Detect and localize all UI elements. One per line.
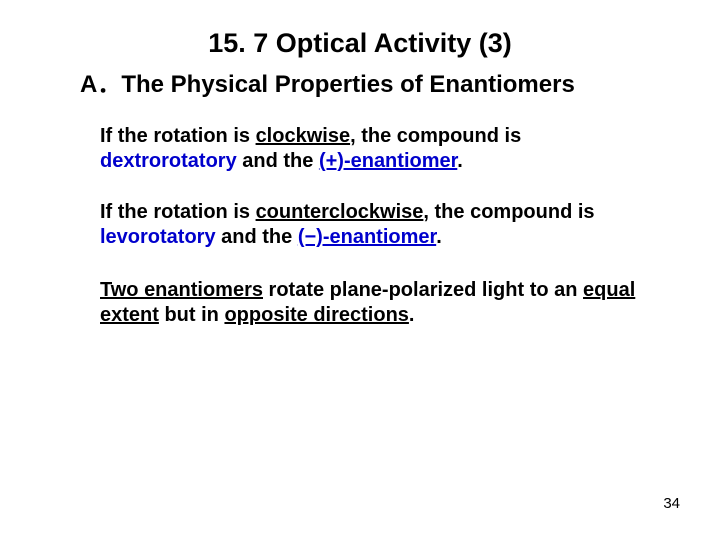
p1-text-7: . <box>457 150 463 172</box>
p2-text-1: If the rotation is <box>100 201 256 223</box>
p1-text-5: and the <box>237 150 319 172</box>
paragraph-1: If the rotation is clockwise, the compou… <box>100 124 640 174</box>
page-number: 34 <box>663 495 680 512</box>
p1-plus-enantiomer: (+)-enantiomer <box>319 150 457 172</box>
p1-text-3: , the compound is <box>350 125 521 147</box>
p2-text-7: . <box>436 226 442 248</box>
paragraph-2: If the rotation is counterclockwise, the… <box>100 200 640 250</box>
p2-text-3: , the compound is <box>423 201 594 223</box>
p3-two-enantiomers: Two enantiomers <box>100 279 263 301</box>
paragraph-3: Two enantiomers rotate plane-polarized l… <box>100 278 640 328</box>
p3-text-6: . <box>409 304 415 326</box>
p1-clockwise: clockwise <box>256 125 351 147</box>
p3-text-2: rotate plane-polarized light to an <box>263 279 583 301</box>
p1-dextrorotatory: dextrorotatory <box>100 150 237 172</box>
p2-levorotatory: levorotatory <box>100 226 216 248</box>
p2-counterclockwise: counterclockwise <box>256 201 424 223</box>
p2-minus-enantiomer: (−)-enantiomer <box>298 226 436 248</box>
p3-text-4: but in <box>159 304 225 326</box>
p2-text-5: and the <box>216 226 298 248</box>
p1-text-1: If the rotation is <box>100 125 256 147</box>
slide-subtitle: A．The Physical Properties of Enantiomers <box>80 64 575 99</box>
p3-opposite-directions: opposite directions <box>224 304 408 326</box>
slide-title: 15. 7 Optical Activity (3) <box>0 28 720 59</box>
slide: 15. 7 Optical Activity (3) A．The Physica… <box>0 0 720 540</box>
